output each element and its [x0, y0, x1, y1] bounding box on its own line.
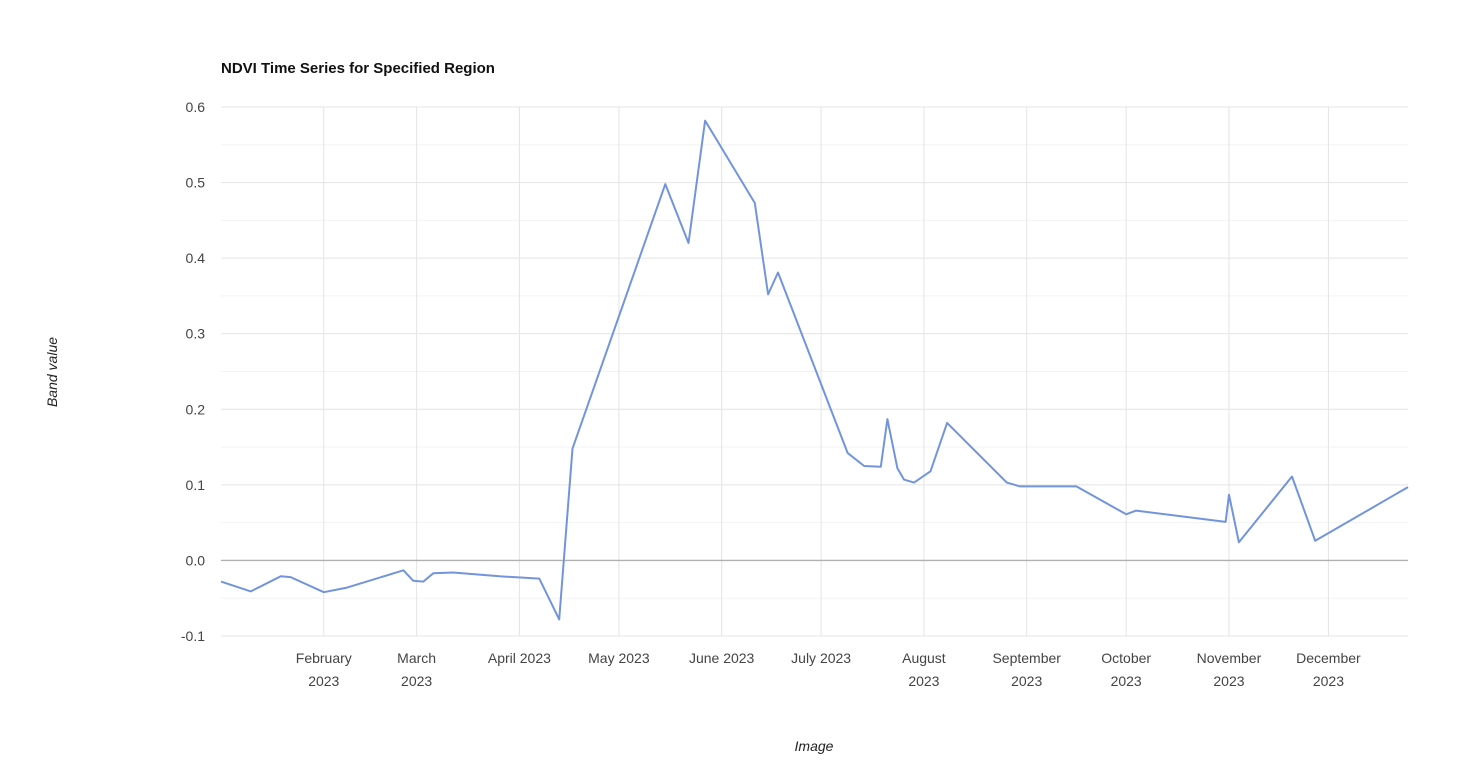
x-tick-label: April 2023 [488, 650, 551, 666]
y-tick-label: 0.4 [186, 250, 206, 266]
y-tick-label: 0.5 [186, 175, 206, 191]
x-axis-ticks: February 2023 March 2023 April 2023 May 2023 J… [296, 650, 1361, 689]
y-tick-label: 0.2 [186, 401, 206, 417]
y-tick-label: 0.1 [186, 477, 206, 493]
x-tick-label: July 2023 [791, 650, 851, 666]
minor-grid [221, 144, 1408, 599]
x-tick-label: May 2023 [588, 650, 650, 666]
y-axis-label: Band value [44, 337, 60, 407]
y-tick-label: -0.1 [181, 628, 205, 644]
major-grid [221, 106, 1408, 637]
x-tick-label: November 2023 [1197, 650, 1262, 689]
x-tick-label: June 2023 [689, 650, 755, 666]
x-tick-label: August 2023 [902, 650, 946, 689]
x-tick-label: March 2023 [397, 650, 436, 689]
x-tick-label: December 2023 [1296, 650, 1361, 689]
y-tick-label: 0.3 [186, 326, 206, 342]
x-tick-label: September 2023 [992, 650, 1061, 689]
x-tick-label: February 2023 [296, 650, 352, 689]
y-tick-label: 0.0 [186, 552, 206, 568]
chart-title: NDVI Time Series for Specified Region [221, 60, 495, 77]
y-axis-ticks: -0.1 0.0 0.1 0.2 0.3 0.4 0.5 0.6 [181, 99, 205, 644]
ndvi-series-line [220, 119, 1409, 621]
x-axis-label: Image [795, 738, 834, 754]
y-tick-label: 0.6 [186, 99, 206, 115]
x-tick-label: October 2023 [1101, 650, 1151, 689]
